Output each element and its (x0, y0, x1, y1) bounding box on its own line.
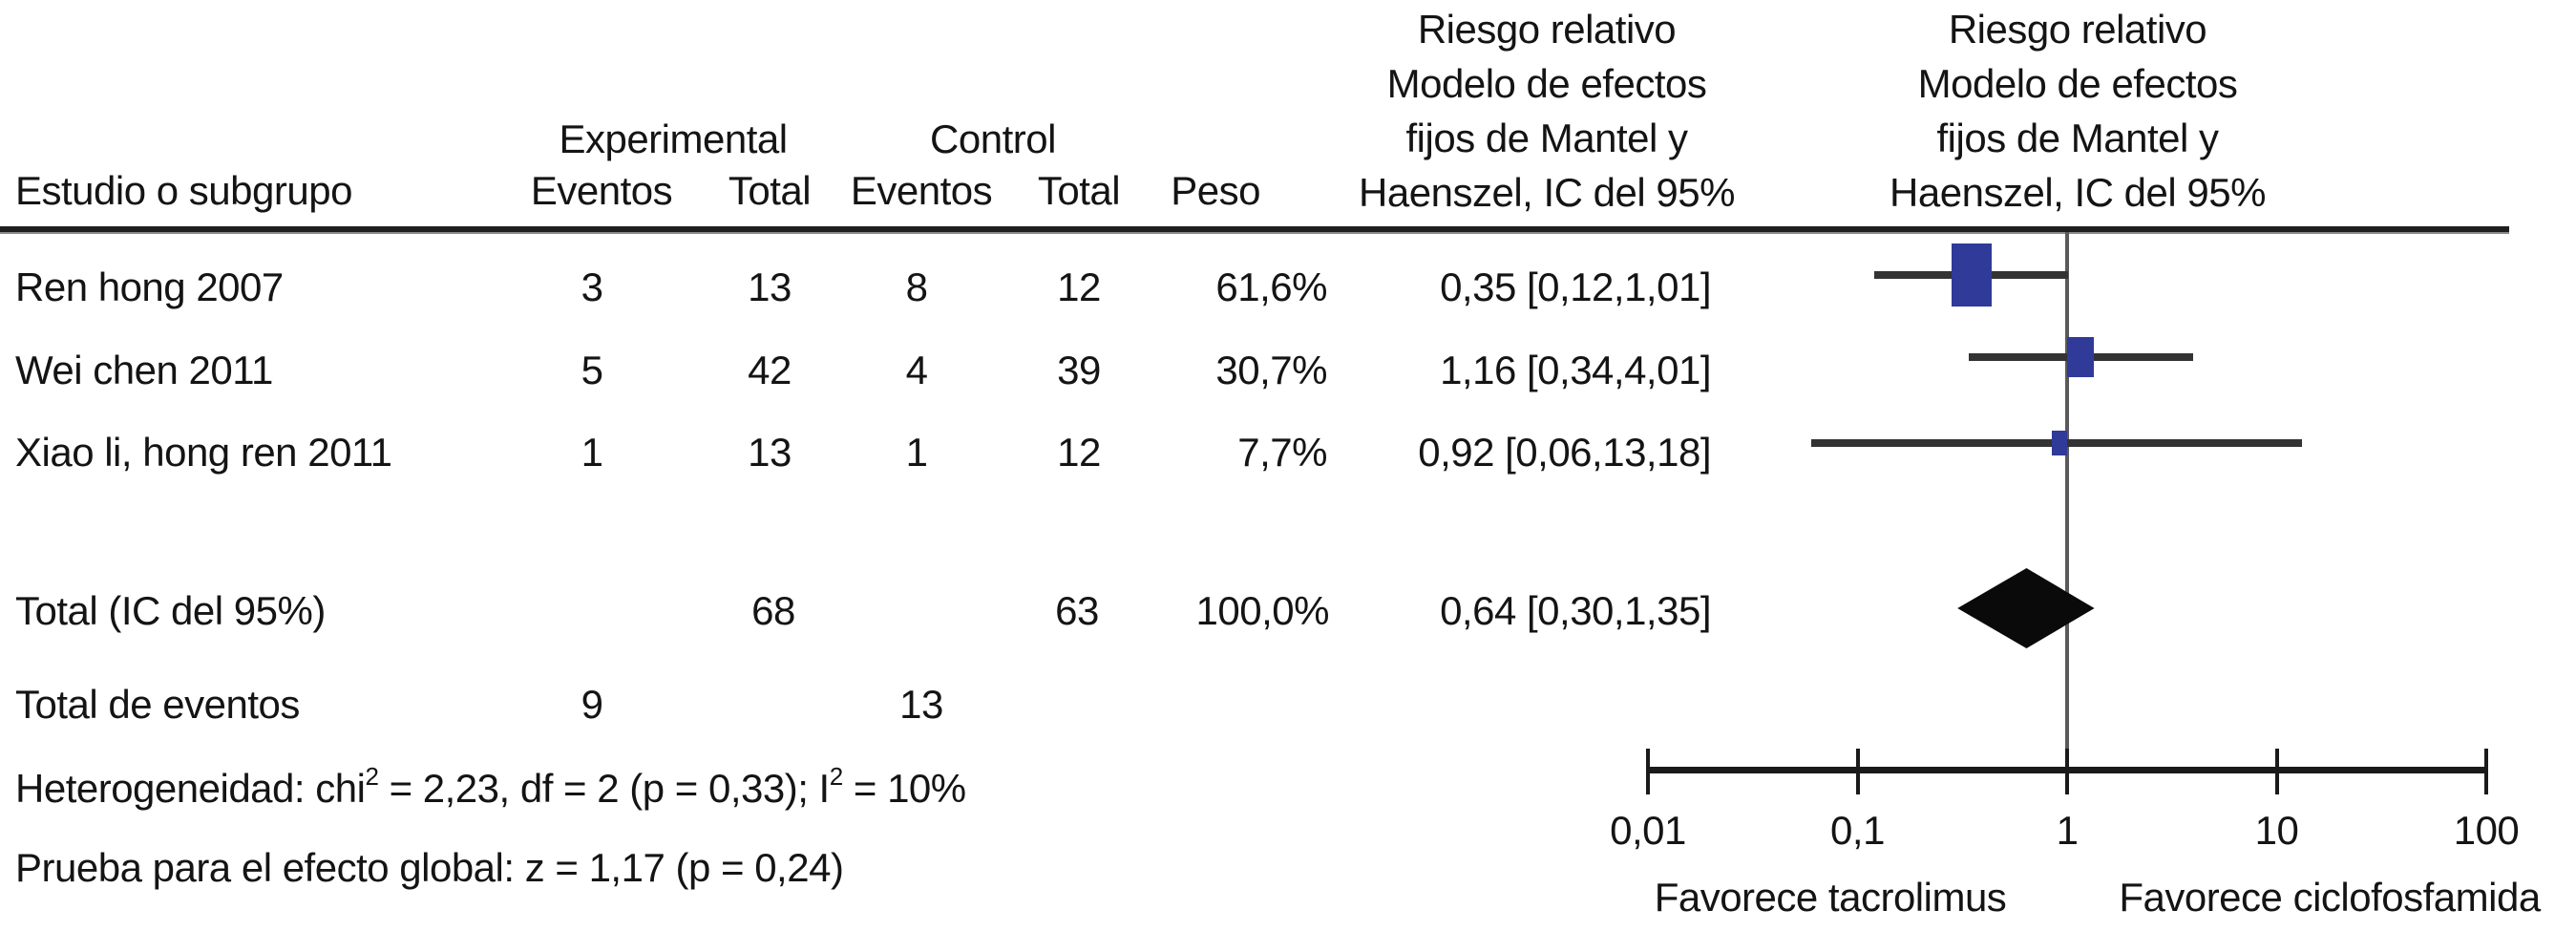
header-ctl-total: Total (1037, 168, 1121, 213)
study-exp-total: 13 (748, 264, 792, 309)
study-rr-ci: 0,92 [0,06,13,18] (1418, 430, 1711, 475)
axis-tick (2274, 749, 2279, 794)
study-weight: 30,7% (1215, 348, 1327, 392)
study-name: Ren hong 2007 (15, 264, 284, 309)
heterogeneity-part2: = 2,23, df = 2 (p = 0,33); I (378, 766, 831, 811)
heterogeneity-part1: Heterogeneidad: chi (15, 766, 366, 811)
study-ctl-events: 8 (905, 264, 928, 309)
rr-header-line: Haenszel, IC del 95% (1890, 170, 2266, 215)
rr-header-line: Modelo de efectos (1386, 61, 1707, 106)
header-exp-total: Total (728, 168, 812, 213)
study-exp-total: 42 (748, 348, 792, 392)
total-weight: 100,0% (1195, 588, 1330, 633)
axis-tick (1646, 749, 1650, 794)
study-rr-ci: 0,35 [0,12,1,01] (1440, 264, 1711, 309)
rr-header-line: Riesgo relativo (1948, 7, 2207, 52)
study-weight: 7,7% (1237, 430, 1327, 475)
header-ctl-events: Eventos (850, 168, 993, 213)
header-divider-rule (0, 226, 2509, 234)
rr-header-line: Haenszel, IC del 95% (1359, 170, 1735, 215)
axis-tick-label: 0,1 (1830, 808, 1885, 853)
study-ctl-total: 39 (1057, 348, 1101, 392)
total-ctl-total: 63 (1055, 588, 1099, 633)
plot-null-line (2065, 232, 2069, 770)
header-exp-events: Eventos (530, 168, 673, 213)
study-name: Xiao li, hong ren 2011 (15, 430, 392, 475)
total-label: Total (IC del 95%) (15, 588, 326, 633)
header-study-column: Estudio o subgrupo (15, 168, 352, 213)
study-rr-ci: 1,16 [0,34,4,01] (1440, 348, 1711, 392)
rr-header-line: Riesgo relativo (1417, 7, 1677, 52)
study-name: Wei chen 2011 (15, 348, 273, 392)
header-rr-plot-column: Riesgo relativo Modelo de efectos fijos … (1890, 2, 2266, 220)
heterogeneity-text: Heterogeneidad: chi2 = 2,23, df = 2 (p =… (15, 764, 966, 812)
total-events-label: Total de eventos (15, 682, 300, 727)
study-marker (2067, 336, 2094, 378)
superscript-2: 2 (829, 762, 843, 791)
heterogeneity-part3: = 10% (842, 766, 966, 811)
favors-right-label: Favorece ciclofosfamida (2119, 875, 2541, 920)
axis-tick (2065, 749, 2069, 794)
total-rr-ci: 0,64 [0,30,1,35] (1440, 588, 1711, 633)
study-ctl-total: 12 (1057, 264, 1101, 309)
total-events-exp: 9 (581, 682, 603, 727)
study-exp-events: 5 (581, 348, 603, 392)
study-exp-total: 13 (748, 430, 792, 475)
axis-tick-label: 0,01 (1610, 808, 1686, 853)
study-ctl-total: 12 (1057, 430, 1101, 475)
favors-left-label: Favorece tacrolimus (1654, 875, 2007, 920)
superscript-2: 2 (365, 762, 379, 791)
axis-tick (2484, 749, 2488, 794)
study-exp-events: 3 (581, 264, 603, 309)
study-weight: 61,6% (1215, 264, 1327, 309)
total-events-ctl: 13 (899, 682, 943, 727)
rr-header-line: Modelo de efectos (1917, 61, 2238, 106)
axis-tick-label: 1 (2056, 808, 2079, 853)
total-exp-total: 68 (751, 588, 795, 633)
overall-effect-text: Prueba para el efecto global: z = 1,17 (… (15, 845, 844, 890)
study-ctl-events: 1 (905, 430, 928, 475)
header-group-experimental: Experimental (559, 116, 788, 161)
rr-header-line: fijos de Mantel y (1936, 116, 2219, 160)
study-marker (2051, 431, 2068, 455)
axis-tick-label: 100 (2453, 808, 2520, 853)
study-marker (1951, 243, 1992, 307)
header-rr-text-column: Riesgo relativo Modelo de efectos fijos … (1359, 2, 1735, 220)
rr-header-line: fijos de Mantel y (1405, 116, 1688, 160)
axis-tick (1855, 749, 1860, 794)
header-group-control: Control (930, 116, 1056, 161)
header-weight: Peso (1171, 168, 1260, 213)
study-exp-events: 1 (581, 430, 603, 475)
total-diamond (1957, 568, 2095, 648)
axis-tick-label: 10 (2254, 808, 2299, 853)
study-ctl-events: 4 (905, 348, 928, 392)
